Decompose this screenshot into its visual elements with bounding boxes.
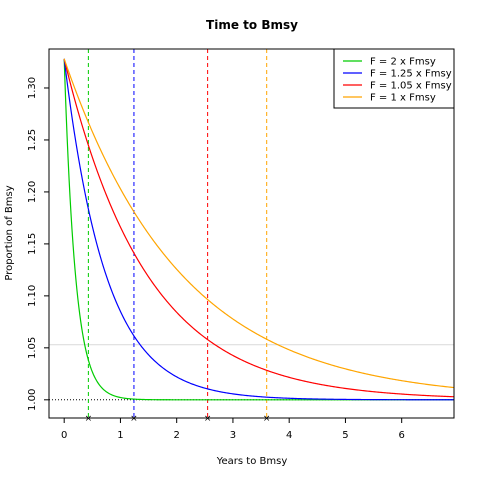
legend-label-4: F = 1 x Fmsy [370, 93, 436, 104]
y-axis-label: Proportion of Bmsy [4, 185, 15, 280]
legend-label-3: F = 1.05 x Fmsy [370, 81, 452, 92]
bmsy-year-markers: × × × × [85, 414, 271, 424]
y-tick-label: 1.25 [27, 129, 38, 151]
x-tick-label: 0 [61, 430, 67, 441]
plot-frame [48, 48, 455, 419]
y-tick-label: 1.15 [27, 233, 38, 255]
series-line-4 [63, 58, 454, 389]
bmsy-year-marker-1: × [85, 414, 93, 424]
bmsy-year-marker-2: × [130, 414, 138, 424]
legend-label-1: F = 2 x Fmsy [370, 57, 436, 68]
x-tick-label: 2 [174, 430, 180, 441]
y-tick-label: 1.20 [27, 181, 38, 203]
series-line-1 [63, 58, 454, 401]
x-tick-label: 6 [399, 430, 405, 441]
series-line-3 [63, 58, 454, 398]
series-line-2 [63, 58, 454, 401]
x-axis: 0 1 2 3 4 5 6 [61, 418, 405, 441]
legend-label-2: F = 1.25 x Fmsy [370, 69, 452, 80]
x-tick-label: 4 [286, 430, 292, 441]
y-axis: 1.00 1.05 1.10 1.15 1.20 1.25 1.30 [27, 77, 49, 411]
x-tick-label: 1 [117, 430, 123, 441]
bmsy-year-lines [87, 49, 268, 418]
y-tick-label: 1.05 [27, 337, 38, 359]
plot-area [49, 49, 454, 418]
bmsy-year-marker-4: × [263, 414, 271, 424]
y-tick-label: 1.00 [27, 389, 38, 411]
x-axis-label: Years to Bmsy [216, 456, 288, 467]
x-tick-label: 3 [230, 430, 236, 441]
y-tick-label: 1.10 [27, 285, 38, 307]
bmsy-year-marker-3: × [204, 414, 212, 424]
series-lines [63, 58, 454, 401]
legend-box [333, 48, 455, 109]
y-tick-label: 1.30 [27, 77, 38, 99]
chart-title: Time to Bmsy [206, 18, 298, 32]
x-tick-label: 5 [342, 430, 348, 441]
reference-lines [49, 344, 454, 401]
